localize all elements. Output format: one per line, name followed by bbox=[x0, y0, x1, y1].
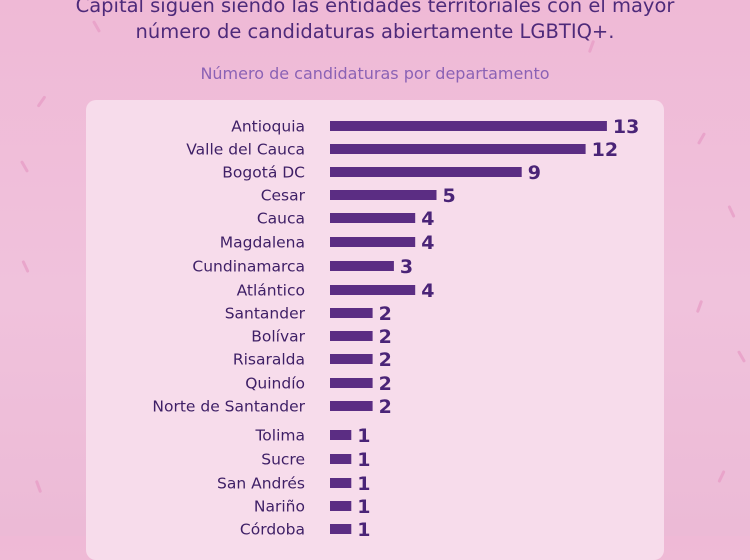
category-label: Bolívar bbox=[251, 328, 305, 346]
category-label: Magdalena bbox=[220, 234, 305, 252]
value-label: 3 bbox=[400, 256, 413, 278]
value-label: 9 bbox=[528, 162, 541, 184]
bar bbox=[330, 430, 352, 440]
value-label: 5 bbox=[443, 185, 456, 207]
bar bbox=[330, 454, 352, 464]
bar bbox=[330, 378, 373, 388]
bar bbox=[330, 501, 352, 511]
bar bbox=[330, 213, 416, 223]
value-label: 1 bbox=[357, 449, 370, 471]
bar bbox=[330, 167, 522, 177]
bar bbox=[330, 144, 586, 154]
headline-line-2: número de candidaturas abiertamente LGBT… bbox=[135, 20, 615, 43]
category-label: Risaralda bbox=[233, 351, 305, 369]
category-label: Antioquia bbox=[231, 118, 305, 136]
category-label: Sucre bbox=[261, 451, 305, 469]
bar bbox=[330, 261, 394, 271]
category-label: Tolima bbox=[254, 427, 305, 445]
value-label: 2 bbox=[379, 373, 392, 395]
bar bbox=[330, 121, 607, 131]
category-label: Santander bbox=[225, 305, 306, 323]
value-label: 1 bbox=[357, 473, 370, 495]
category-label: Quindío bbox=[245, 375, 305, 393]
value-label: 13 bbox=[613, 116, 639, 138]
category-label: Valle del Cauca bbox=[186, 141, 305, 159]
category-label: San Andrés bbox=[217, 475, 305, 493]
value-label: 2 bbox=[379, 303, 392, 325]
value-label: 1 bbox=[357, 425, 370, 447]
value-label: 1 bbox=[357, 496, 370, 518]
bar bbox=[330, 354, 373, 364]
bar bbox=[330, 401, 373, 411]
category-label: Cesar bbox=[261, 187, 306, 205]
value-label: 4 bbox=[421, 232, 434, 254]
bar bbox=[330, 478, 352, 488]
value-label: 2 bbox=[379, 349, 392, 371]
value-label: 2 bbox=[379, 326, 392, 348]
bar bbox=[330, 285, 416, 295]
value-label: 2 bbox=[379, 396, 392, 418]
value-label: 12 bbox=[592, 139, 618, 161]
category-label: Cauca bbox=[257, 210, 305, 228]
category-label: Atlántico bbox=[237, 282, 305, 300]
bar bbox=[330, 308, 373, 318]
headline: Capital siguen siendo las entidades terr… bbox=[0, 0, 750, 45]
category-label: Bogotá DC bbox=[222, 164, 305, 182]
headline-line-1: Capital siguen siendo las entidades terr… bbox=[75, 0, 675, 17]
value-label: 4 bbox=[421, 280, 434, 302]
value-label: 4 bbox=[421, 208, 434, 230]
bar bbox=[330, 331, 373, 341]
value-label: 1 bbox=[357, 519, 370, 536]
bar bbox=[330, 237, 416, 247]
category-label: Córdoba bbox=[240, 521, 305, 537]
category-label: Cundinamarca bbox=[192, 258, 305, 276]
category-label: Norte de Santander bbox=[152, 398, 305, 416]
bar bbox=[330, 190, 437, 200]
bar bbox=[330, 524, 352, 534]
category-label: Nariño bbox=[254, 498, 305, 516]
chart-title: Número de candidaturas por departamento bbox=[200, 64, 550, 83]
